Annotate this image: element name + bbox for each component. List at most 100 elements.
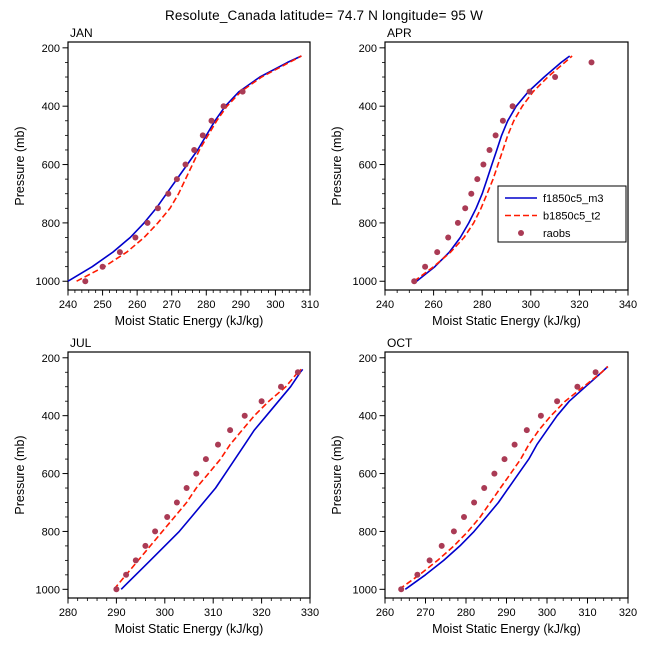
y-tick-label: 600 <box>42 469 60 481</box>
raobs-marker <box>526 88 533 95</box>
x-axis-label: Moist Static Energy (kJ/kg) <box>115 314 264 328</box>
y-tick-label: 200 <box>42 43 60 55</box>
f1850c5_m3-line <box>416 55 571 282</box>
raobs-marker <box>227 427 234 434</box>
y-tick-label: 1000 <box>353 584 377 596</box>
x-tick-label: 240 <box>376 299 394 311</box>
raobs-marker <box>239 88 246 95</box>
y-tick-label: 800 <box>42 526 60 538</box>
x-tick-label: 290 <box>232 299 250 311</box>
raobs-marker <box>509 103 516 110</box>
x-tick-label: 300 <box>156 607 174 619</box>
x-tick-label: 280 <box>197 299 215 311</box>
y-axis-label: Pressure (mb) <box>330 126 344 205</box>
y-tick-label: 400 <box>42 411 60 423</box>
x-tick-label: 300 <box>522 299 540 311</box>
x-tick-label: 260 <box>424 299 442 311</box>
x-tick-label: 320 <box>619 607 637 619</box>
page-title: Resolute_Canada latitude= 74.7 N longitu… <box>164 8 484 23</box>
legend-marker-sample <box>518 230 524 236</box>
raobs-marker <box>414 571 421 578</box>
y-tick-label: 1000 <box>353 276 377 288</box>
raobs-marker <box>220 103 227 110</box>
y-tick-label: 800 <box>42 218 60 230</box>
raobs-marker <box>592 369 599 376</box>
raobs-marker <box>445 234 452 241</box>
raobs-marker <box>438 542 445 549</box>
raobs-marker <box>422 263 429 270</box>
x-tick-label: 270 <box>163 299 181 311</box>
b1850c5_t2-line <box>76 55 302 282</box>
plot-frame <box>67 41 311 291</box>
raobs-marker <box>294 369 301 376</box>
raobs-marker <box>173 176 180 183</box>
raobs-marker <box>191 147 198 153</box>
x-tick-label: 330 <box>301 607 319 619</box>
y-tick-label: 1000 <box>36 584 60 596</box>
raobs-marker <box>123 571 130 578</box>
plot-frame <box>384 41 629 291</box>
x-tick-label: 280 <box>473 299 491 311</box>
x-axis-label: Moist Static Energy (kJ/kg) <box>432 314 581 328</box>
raobs-marker <box>82 278 89 285</box>
x-tick-label: 260 <box>376 607 394 619</box>
f1850c5_m3-line <box>67 55 302 282</box>
x-tick-label: 310 <box>578 607 596 619</box>
y-tick-label: 400 <box>42 101 60 113</box>
raobs-marker <box>258 398 265 405</box>
raobs-marker <box>116 249 123 256</box>
x-tick-label: 270 <box>416 607 434 619</box>
y-tick-label: 400 <box>359 411 377 423</box>
x-tick-label: 310 <box>204 607 222 619</box>
raobs-marker <box>537 412 544 419</box>
raobs-marker <box>468 190 475 197</box>
y-axis-label: Pressure (mb) <box>330 435 344 514</box>
raobs-marker <box>426 557 433 564</box>
b1850c5_t2-line <box>113 368 302 590</box>
y-tick-label: 600 <box>359 160 377 172</box>
raobs-marker <box>462 205 469 212</box>
y-tick-label: 200 <box>359 353 377 365</box>
y-tick-label: 400 <box>359 101 377 113</box>
raobs-marker <box>499 117 506 124</box>
raobs-marker <box>552 74 559 80</box>
raobs-marker <box>450 528 457 535</box>
raobs-marker <box>588 59 595 66</box>
panel-apr: 240 260 280 300 320 340 200 400 600 800 1000 f1850c… <box>330 26 637 328</box>
raobs-marker <box>182 161 189 168</box>
raobs-marker <box>215 441 221 448</box>
raobs-marker <box>511 441 518 448</box>
x-tick-label: 280 <box>457 607 475 619</box>
raobs-marker <box>144 219 151 226</box>
b1850c5_t2-line <box>413 55 573 282</box>
x-tick-label: 240 <box>59 299 77 311</box>
raobs-marker <box>132 557 139 564</box>
f1850c5_m3-line <box>404 365 609 590</box>
raobs-marker <box>554 398 561 405</box>
raobs-marker <box>183 485 190 491</box>
x-tick-label: 300 <box>538 607 556 619</box>
raobs-marker <box>434 249 441 256</box>
raobs-marker <box>193 470 200 477</box>
panel-label: APR <box>387 26 412 40</box>
raobs-marker <box>202 456 209 463</box>
raobs-marker <box>241 412 248 419</box>
raobs-marker <box>474 176 481 183</box>
raobs-marker <box>208 117 215 124</box>
panel-label: OCT <box>387 336 413 350</box>
raobs-marker <box>461 514 467 520</box>
legend-label: b1850c5_t2 <box>543 211 601 223</box>
x-axis-label: Moist Static Energy (kJ/kg) <box>115 622 264 636</box>
raobs-marker <box>164 514 171 520</box>
plot-frame <box>67 351 311 599</box>
raobs-marker <box>142 542 149 549</box>
x-tick-label: 290 <box>107 607 125 619</box>
plot-frame <box>384 351 629 599</box>
y-axis-label: Pressure (mb) <box>13 126 27 205</box>
raobs-marker <box>454 219 461 226</box>
b1850c5_t2-line <box>398 365 609 590</box>
f1850c5_m3-line <box>120 368 304 590</box>
raobs-marker <box>480 161 487 168</box>
